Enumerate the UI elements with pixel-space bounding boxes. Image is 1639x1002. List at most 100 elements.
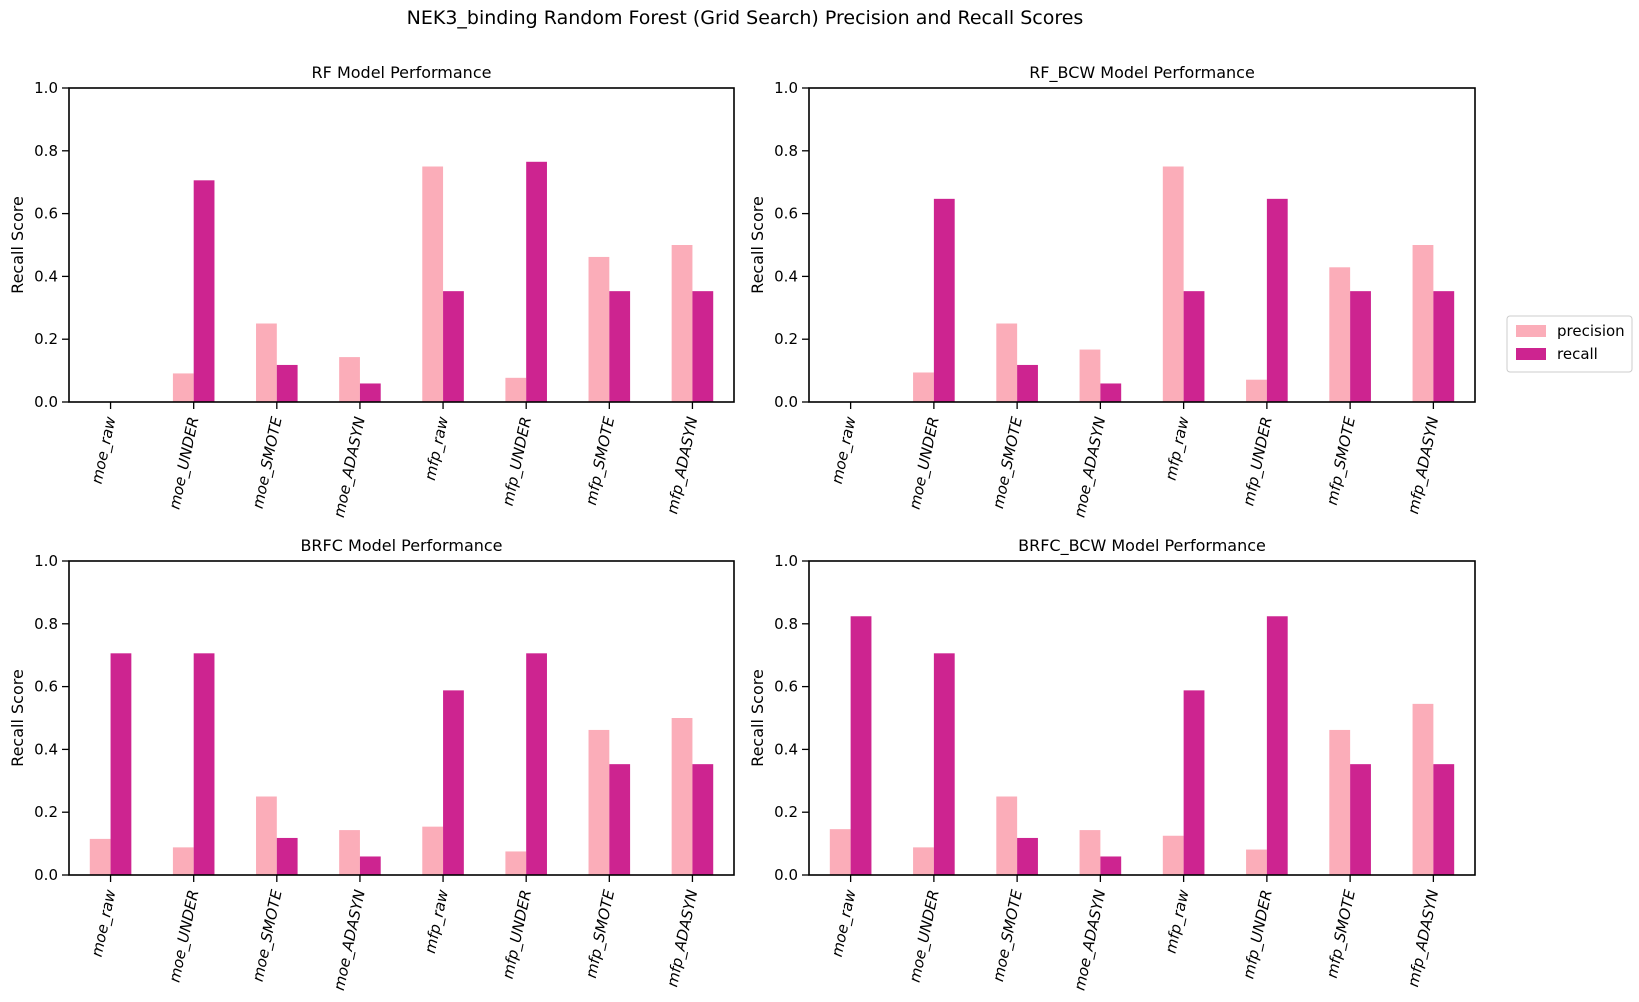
bar-precision-mfp_raw bbox=[1162, 166, 1184, 402]
x-tick-label: mfp_SMOTE bbox=[582, 415, 619, 507]
bar-precision-mfp_SMOTE bbox=[1329, 267, 1351, 402]
bar-precision-mfp_UNDER bbox=[505, 851, 527, 875]
bar-recall-mfp_raw bbox=[1183, 291, 1205, 402]
x-tick-label: moe_ADASYN bbox=[1070, 888, 1110, 992]
x-tick-label: moe_raw bbox=[88, 414, 121, 485]
bar-recall-mfp_ADASYN bbox=[692, 764, 714, 875]
bar-recall-moe_SMOTE bbox=[276, 837, 298, 875]
subplot-title: BRFC Model Performance bbox=[300, 536, 502, 555]
bar-recall-moe_ADASYN bbox=[1100, 856, 1122, 875]
y-axis-label: Recall Score bbox=[748, 196, 767, 294]
x-tick-label: moe_UNDER bbox=[165, 415, 203, 511]
x-tick-label: moe_ADASYN bbox=[330, 888, 370, 992]
bar-precision-moe_ADASYN bbox=[339, 830, 360, 875]
subplot-3: BRFC Model Performance Recall Score 0.0 0.2… bbox=[8, 536, 735, 992]
y-tick-label: 0.4 bbox=[34, 267, 58, 285]
bar-precision-moe_UNDER bbox=[913, 847, 934, 875]
y-tick-label: 0.2 bbox=[774, 803, 798, 821]
y-axis-label: Recall Score bbox=[8, 196, 27, 294]
bar-precision-mfp_raw bbox=[422, 166, 444, 402]
bar-recall-moe_UNDER bbox=[933, 198, 955, 402]
x-tick-label: mfp_raw bbox=[1162, 887, 1194, 955]
x-tick-label: mfp_UNDER bbox=[499, 888, 536, 981]
bar-recall-mfp_ADASYN bbox=[1433, 764, 1455, 875]
y-tick-label: 0.2 bbox=[34, 330, 58, 348]
x-tick-label: mfp_ADASYN bbox=[663, 415, 702, 516]
bar-precision-mfp_SMOTE bbox=[588, 729, 610, 875]
x-tick-label: mfp_UNDER bbox=[1239, 415, 1276, 508]
bar-precision-moe_SMOTE bbox=[256, 323, 277, 402]
y-tick-label: 0.8 bbox=[774, 142, 798, 160]
subplot-title: RF Model Performance bbox=[312, 63, 492, 82]
bar-recall-moe_raw bbox=[850, 616, 872, 875]
x-tick-label: mfp_SMOTE bbox=[1323, 415, 1360, 507]
bar-recall-mfp_UNDER bbox=[1266, 198, 1288, 402]
bar-recall-mfp_SMOTE bbox=[609, 291, 631, 402]
legend-label-precision: precision bbox=[1557, 322, 1625, 340]
bar-precision-mfp_UNDER bbox=[505, 377, 527, 402]
x-tick-label: moe_UNDER bbox=[906, 415, 944, 511]
bar-recall-mfp_SMOTE bbox=[1350, 291, 1371, 402]
plot-frame bbox=[68, 560, 735, 876]
x-tick-label: moe_ADASYN bbox=[330, 415, 370, 519]
y-tick-label: 0.0 bbox=[774, 866, 798, 884]
y-tick-label: 0.6 bbox=[34, 205, 58, 223]
x-tick-label: moe_raw bbox=[828, 887, 861, 958]
bar-precision-moe_SMOTE bbox=[256, 796, 277, 875]
y-tick-label: 1.0 bbox=[34, 79, 58, 97]
y-axis-label: Recall Score bbox=[8, 669, 27, 767]
y-tick-label: 0.0 bbox=[774, 393, 798, 411]
x-tick-label: moe_UNDER bbox=[165, 888, 203, 984]
y-tick-label: 0.8 bbox=[34, 142, 58, 160]
x-tick-label: mfp_UNDER bbox=[499, 415, 536, 508]
y-tick-label: 0.6 bbox=[774, 678, 798, 696]
bar-recall-moe_ADASYN bbox=[359, 383, 381, 402]
legend-swatch-recall bbox=[1516, 348, 1546, 360]
y-tick-label: 0.8 bbox=[34, 615, 58, 633]
bar-recall-moe_raw bbox=[110, 653, 132, 875]
bar-precision-moe_raw bbox=[829, 829, 851, 875]
bar-recall-moe_UNDER bbox=[193, 180, 215, 402]
bar-precision-mfp_ADASYN bbox=[671, 718, 693, 875]
legend: precision recall bbox=[1506, 315, 1633, 373]
legend-swatch-precision bbox=[1516, 325, 1546, 337]
x-tick-label: mfp_SMOTE bbox=[582, 888, 619, 980]
bar-precision-moe_ADASYN bbox=[1079, 349, 1101, 402]
bar-recall-moe_ADASYN bbox=[359, 856, 381, 875]
subplot-4: BRFC_BCW Model Performance Recall Score 0.… bbox=[748, 536, 1476, 992]
x-tick-label: moe_ADASYN bbox=[1070, 415, 1110, 519]
bar-precision-moe_SMOTE bbox=[996, 323, 1018, 402]
bar-precision-mfp_ADASYN bbox=[1412, 703, 1434, 875]
bar-recall-mfp_UNDER bbox=[1266, 616, 1288, 875]
y-tick-label: 0.6 bbox=[774, 205, 798, 223]
bar-precision-mfp_raw bbox=[422, 826, 444, 875]
bar-precision-moe_ADASYN bbox=[339, 357, 360, 402]
bar-recall-mfp_raw bbox=[443, 690, 464, 875]
bar-recall-mfp_UNDER bbox=[526, 161, 547, 402]
bar-precision-moe_ADASYN bbox=[1079, 830, 1101, 875]
bar-precision-mfp_SMOTE bbox=[1329, 729, 1351, 875]
y-tick-label: 0.4 bbox=[774, 267, 798, 285]
bar-recall-moe_UNDER bbox=[933, 653, 955, 875]
y-tick-label: 0.2 bbox=[34, 803, 58, 821]
x-tick-label: moe_UNDER bbox=[906, 888, 944, 984]
bar-precision-moe_raw bbox=[89, 838, 111, 875]
bar-recall-moe_SMOTE bbox=[1017, 837, 1038, 875]
x-tick-label: moe_raw bbox=[828, 414, 861, 485]
bar-precision-mfp_ADASYN bbox=[671, 245, 693, 402]
x-tick-label: moe_SMOTE bbox=[249, 888, 287, 984]
y-axis-label: Recall Score bbox=[748, 669, 767, 767]
bar-precision-mfp_raw bbox=[1162, 835, 1184, 875]
y-tick-label: 1.0 bbox=[34, 552, 58, 570]
bar-precision-moe_UNDER bbox=[172, 373, 194, 402]
y-tick-label: 0.0 bbox=[34, 866, 58, 884]
x-tick-label: moe_raw bbox=[88, 887, 121, 958]
x-tick-label: moe_SMOTE bbox=[989, 888, 1027, 984]
y-tick-label: 0.4 bbox=[774, 740, 798, 758]
plot-frame bbox=[68, 87, 735, 403]
x-tick-label: mfp_raw bbox=[421, 414, 453, 482]
bar-recall-moe_UNDER bbox=[193, 653, 215, 875]
bar-recall-moe_SMOTE bbox=[276, 364, 298, 402]
bar-precision-mfp_UNDER bbox=[1246, 379, 1267, 402]
bar-recall-mfp_raw bbox=[443, 291, 464, 402]
